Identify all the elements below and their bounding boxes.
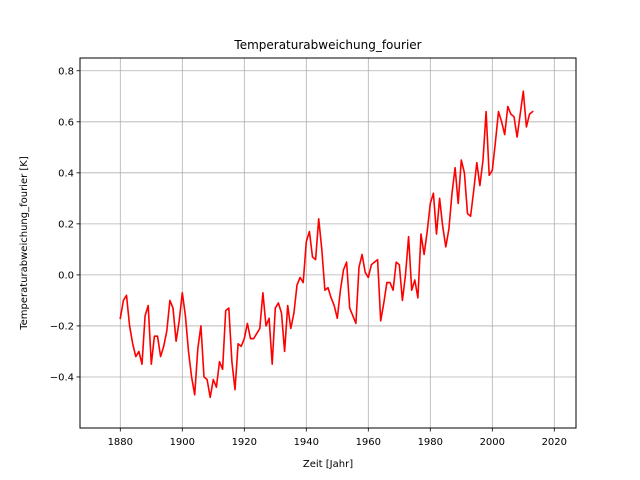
plot-frame [79, 57, 577, 429]
y-tick-label: 0.4 [58, 168, 74, 179]
x-tick-label: 1920 [232, 437, 257, 448]
x-tick-label: 1900 [170, 437, 195, 448]
x-tick-label: 1880 [108, 437, 133, 448]
y-tick-label: 0.0 [58, 270, 74, 281]
series-layer [119, 90, 534, 399]
x-tick-label: 1940 [294, 437, 319, 448]
y-tick-label: 0.2 [58, 219, 74, 230]
x-tick-label: 2020 [542, 437, 567, 448]
x-tick-label: 1960 [356, 437, 381, 448]
y-tick-label: 0.8 [58, 66, 74, 77]
y-tick-label: −0.2 [50, 321, 74, 332]
x-axis-label: Zeit [Jahr] [303, 459, 353, 470]
ticks: 1880 1900 1920 1940 1960 1980 2000 2020 −0.4 −0.2… [50, 66, 567, 448]
series-line [119, 90, 534, 399]
y-tick-label: −0.4 [50, 372, 74, 383]
y-tick-label: 0.6 [58, 117, 74, 128]
y-axis-label: Temperaturabweichung_fourier [K] [19, 156, 30, 331]
x-tick-label: 2000 [480, 437, 505, 448]
grid [80, 58, 576, 428]
x-tick-label: 1980 [418, 437, 443, 448]
chart-title: Temperaturabweichung_fourier [233, 38, 421, 52]
